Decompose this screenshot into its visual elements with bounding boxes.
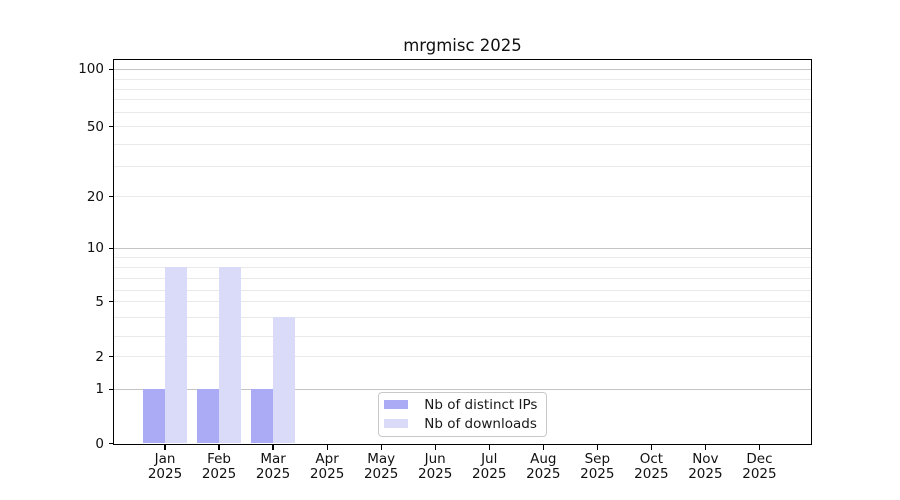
x-tick-mark-dec bbox=[758, 444, 761, 450]
y-tick-mark-100 bbox=[109, 68, 115, 70]
minor-gridline-30 bbox=[114, 165, 811, 167]
minor-gridline-4 bbox=[114, 316, 811, 318]
bar-distinct-ips-mar bbox=[251, 389, 274, 444]
x-tick-label-oct: Oct 2025 bbox=[634, 450, 669, 483]
y-tick-label-2: 2 bbox=[95, 348, 104, 365]
bar-downloads-feb bbox=[219, 267, 241, 444]
x-tick-mark-mar bbox=[272, 444, 274, 450]
minor-gridline-2 bbox=[114, 356, 811, 358]
y-tick-label-5: 5 bbox=[95, 293, 104, 310]
legend-label-distinct-ips: Nb of distinct IPs bbox=[424, 396, 538, 413]
x-tick-mark-feb bbox=[218, 444, 220, 450]
minor-gridline-8 bbox=[114, 266, 811, 268]
x-tick-mark-jan bbox=[164, 444, 166, 450]
y-tick-mark-0 bbox=[109, 442, 115, 445]
y-tick-mark-5 bbox=[109, 301, 115, 303]
major-gridline-100 bbox=[114, 68, 811, 70]
x-tick-label-dec: Dec 2025 bbox=[742, 450, 777, 483]
x-tick-mark-oct bbox=[650, 444, 652, 450]
x-tick-label-jan: Jan 2025 bbox=[147, 450, 183, 483]
legend-label-downloads: Nb of downloads bbox=[424, 415, 537, 432]
minor-gridline-7 bbox=[114, 277, 811, 279]
minor-gridline-50 bbox=[114, 126, 811, 128]
y-tick-mark-2 bbox=[109, 356, 115, 358]
bar-downloads-jan bbox=[165, 267, 187, 444]
minor-gridline-60 bbox=[114, 111, 811, 113]
x-tick-label-jun: Jun 2025 bbox=[418, 450, 453, 483]
bar-downloads-mar bbox=[273, 317, 295, 444]
x-tick-label-nov: Nov 2025 bbox=[688, 450, 723, 483]
x-tick-mark-jul bbox=[488, 444, 490, 450]
minor-gridline-80 bbox=[114, 88, 811, 90]
x-tick-label-apr: Apr 2025 bbox=[309, 450, 345, 483]
x-tick-mark-aug bbox=[542, 444, 544, 450]
y-tick-label-50: 50 bbox=[86, 118, 104, 135]
x-tick-label-feb: Feb 2025 bbox=[201, 450, 237, 483]
x-tick-mark-nov bbox=[704, 444, 706, 450]
legend-item-downloads: Nb of downloads bbox=[379, 414, 545, 433]
y-tick-mark-10 bbox=[109, 247, 115, 249]
x-tick-label-jul: Jul 2025 bbox=[472, 450, 507, 483]
bar-distinct-ips-feb bbox=[197, 389, 220, 444]
bar-distinct-ips-jan bbox=[143, 389, 165, 444]
x-tick-mark-may bbox=[380, 444, 382, 450]
legend-swatch-downloads bbox=[384, 419, 408, 429]
y-tick-label-100: 100 bbox=[78, 61, 104, 78]
y-tick-label-10: 10 bbox=[86, 240, 104, 257]
minor-gridline-9 bbox=[114, 256, 811, 258]
minor-gridline-70 bbox=[114, 98, 811, 100]
y-tick-mark-20 bbox=[109, 196, 115, 198]
legend-swatch-distinct-ips bbox=[384, 400, 408, 410]
x-tick-label-mar: Mar 2025 bbox=[255, 450, 291, 483]
minor-gridline-3 bbox=[114, 335, 811, 337]
y-tick-mark-1 bbox=[109, 388, 115, 390]
chart-title: mrgmisc 2025 bbox=[403, 36, 522, 55]
y-tick-label-1: 1 bbox=[95, 381, 104, 398]
legend: Nb of distinct IPs Nb of downloads bbox=[378, 391, 547, 437]
minor-gridline-90 bbox=[114, 78, 811, 80]
x-tick-mark-jun bbox=[434, 444, 436, 450]
x-tick-mark-sep bbox=[596, 444, 598, 450]
plot-area bbox=[114, 60, 811, 444]
major-gridline-10 bbox=[114, 247, 811, 249]
legend-item-distinct-ips: Nb of distinct IPs bbox=[379, 395, 545, 414]
x-tick-mark-apr bbox=[326, 444, 328, 450]
x-tick-label-aug: Aug 2025 bbox=[526, 450, 561, 483]
minor-gridline-20 bbox=[114, 196, 811, 198]
x-tick-label-may: May 2025 bbox=[363, 450, 399, 483]
y-tick-label-0: 0 bbox=[95, 435, 104, 452]
minor-gridline-6 bbox=[114, 289, 811, 291]
minor-gridline-5 bbox=[114, 301, 811, 303]
y-tick-mark-50 bbox=[109, 126, 115, 128]
y-tick-label-20: 20 bbox=[86, 188, 104, 205]
major-gridline-1 bbox=[114, 388, 811, 390]
minor-gridline-40 bbox=[114, 143, 811, 145]
x-tick-label-sep: Sep 2025 bbox=[580, 450, 615, 483]
